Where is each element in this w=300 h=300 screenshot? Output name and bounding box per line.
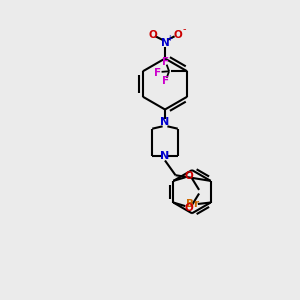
Text: -: - bbox=[182, 24, 186, 34]
Text: Br: Br bbox=[186, 199, 199, 209]
Text: F: F bbox=[154, 68, 161, 78]
Text: F: F bbox=[162, 76, 169, 86]
Text: N: N bbox=[160, 117, 169, 127]
Text: F: F bbox=[162, 57, 169, 67]
Text: O: O bbox=[148, 29, 157, 40]
Text: O: O bbox=[184, 202, 193, 213]
Text: O: O bbox=[173, 29, 182, 40]
Text: N: N bbox=[160, 38, 169, 48]
Text: +: + bbox=[166, 34, 172, 43]
Text: N: N bbox=[160, 151, 169, 161]
Text: O: O bbox=[184, 171, 193, 181]
